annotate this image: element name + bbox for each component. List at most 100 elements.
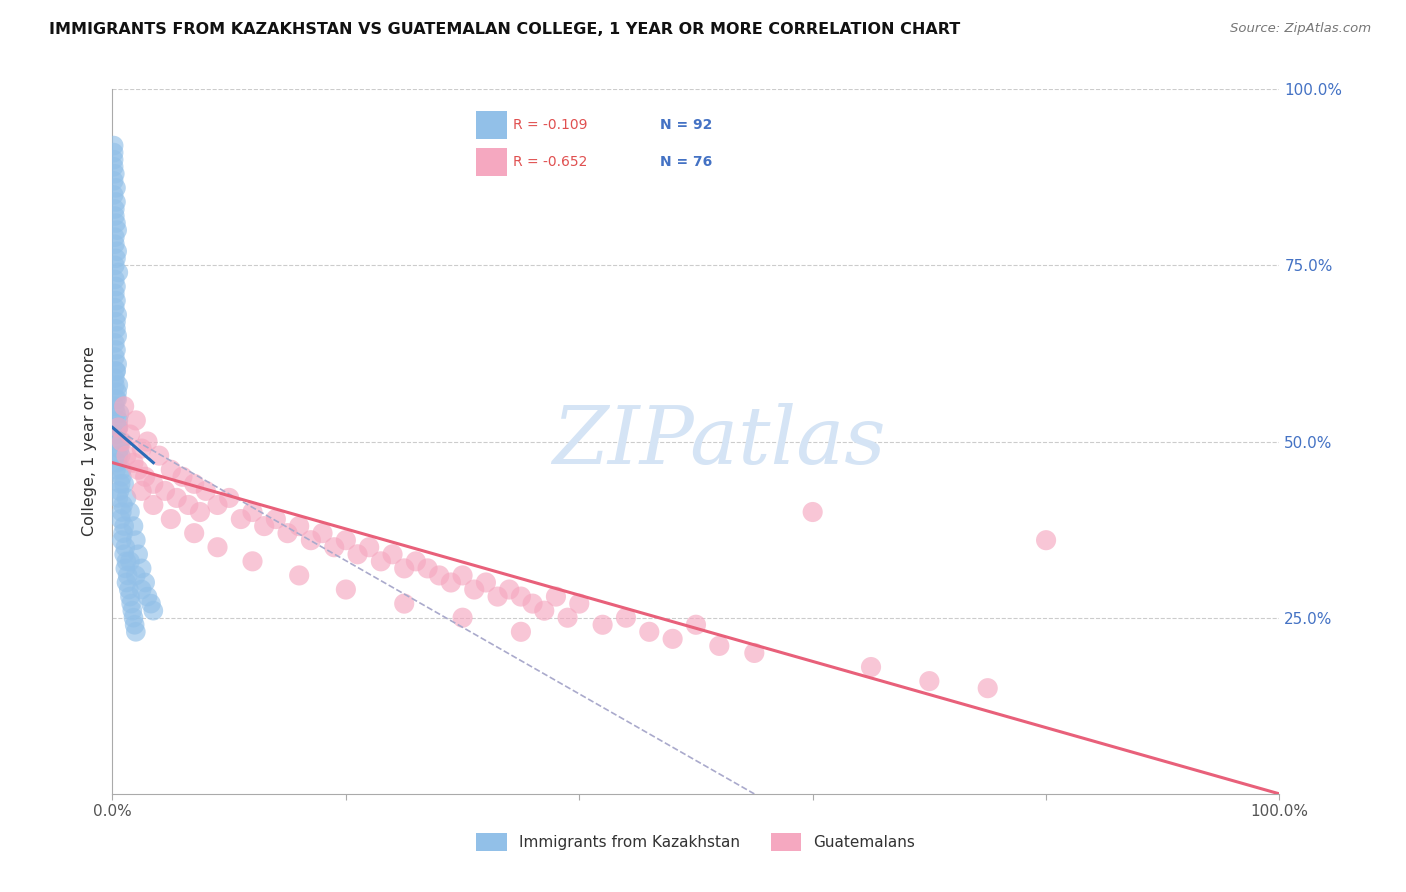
Point	[509, 590, 531, 604]
Point	[111, 434, 134, 449]
Point	[118, 505, 141, 519]
Point	[104, 392, 127, 407]
Point	[112, 476, 135, 491]
Point	[288, 568, 311, 582]
Point	[125, 624, 148, 639]
Point	[288, 519, 311, 533]
Text: Source: ZipAtlas.com: Source: ZipAtlas.com	[1230, 22, 1371, 36]
Point	[107, 378, 129, 392]
Point	[105, 328, 128, 343]
Point	[359, 541, 381, 555]
Point	[118, 590, 141, 604]
Point	[1035, 533, 1057, 548]
Point	[131, 483, 153, 498]
Point	[103, 187, 125, 202]
Point	[104, 301, 127, 315]
Point	[335, 533, 357, 548]
Point	[114, 541, 136, 555]
Point	[463, 582, 485, 597]
Point	[105, 308, 128, 322]
Point	[115, 449, 138, 463]
Point	[685, 617, 707, 632]
Point	[115, 491, 138, 505]
Point	[115, 554, 138, 568]
Point	[104, 406, 127, 420]
Point	[105, 392, 128, 407]
Point	[104, 427, 127, 442]
Point	[568, 597, 591, 611]
Point	[104, 371, 127, 385]
Point	[218, 491, 240, 505]
Point	[394, 561, 416, 575]
Point	[104, 293, 127, 308]
Point	[346, 547, 368, 561]
Point	[112, 519, 135, 533]
Point	[522, 597, 544, 611]
Point	[122, 519, 145, 533]
Point	[194, 483, 217, 498]
Point	[860, 660, 883, 674]
Point	[557, 610, 579, 624]
Point	[104, 399, 127, 413]
Text: IMMIGRANTS FROM KAZAKHSTAN VS GUATEMALAN COLLEGE, 1 YEAR OR MORE CORRELATION CHA: IMMIGRANTS FROM KAZAKHSTAN VS GUATEMALAN…	[49, 22, 960, 37]
Point	[638, 624, 661, 639]
Point	[440, 575, 463, 590]
Point	[475, 575, 498, 590]
Point	[107, 265, 129, 279]
Point	[134, 469, 156, 483]
Point	[207, 541, 229, 555]
Point	[918, 674, 941, 689]
Point	[104, 181, 127, 195]
Point	[112, 547, 135, 561]
Point	[153, 483, 176, 498]
Point	[509, 624, 531, 639]
Point	[104, 279, 127, 293]
Point	[131, 582, 153, 597]
Point	[104, 167, 127, 181]
Point	[103, 138, 125, 153]
Point	[104, 378, 127, 392]
Point	[104, 216, 127, 230]
Point	[105, 420, 128, 434]
Point	[709, 639, 731, 653]
Point	[533, 604, 555, 618]
Point	[104, 202, 127, 216]
Point	[139, 597, 162, 611]
Point	[104, 335, 127, 350]
Point	[111, 533, 134, 548]
Point	[142, 604, 165, 618]
Point	[104, 237, 127, 252]
Point	[110, 449, 132, 463]
Legend: Immigrants from Kazakhstan, Guatemalans: Immigrants from Kazakhstan, Guatemalans	[471, 827, 921, 856]
Text: ZIPatlas: ZIPatlas	[553, 403, 886, 480]
Point	[405, 554, 427, 568]
Point	[103, 145, 125, 160]
Point	[661, 632, 683, 646]
Point	[118, 554, 141, 568]
Point	[108, 406, 131, 420]
Point	[124, 617, 146, 632]
Point	[111, 498, 134, 512]
Point	[107, 420, 129, 434]
Point	[183, 476, 205, 491]
Point	[323, 541, 346, 555]
Point	[276, 526, 298, 541]
Point	[110, 476, 132, 491]
Point	[614, 610, 637, 624]
Point	[242, 505, 264, 519]
Point	[107, 420, 129, 434]
Point	[111, 526, 134, 541]
Point	[104, 230, 127, 244]
Point	[111, 463, 134, 477]
Point	[103, 160, 125, 174]
Point	[335, 582, 357, 597]
Point	[127, 547, 149, 561]
Point	[125, 413, 148, 427]
Point	[498, 582, 520, 597]
Point	[311, 526, 333, 541]
Point	[142, 498, 165, 512]
Point	[427, 568, 450, 582]
Point	[104, 252, 127, 266]
Point	[131, 561, 153, 575]
Point	[136, 434, 159, 449]
